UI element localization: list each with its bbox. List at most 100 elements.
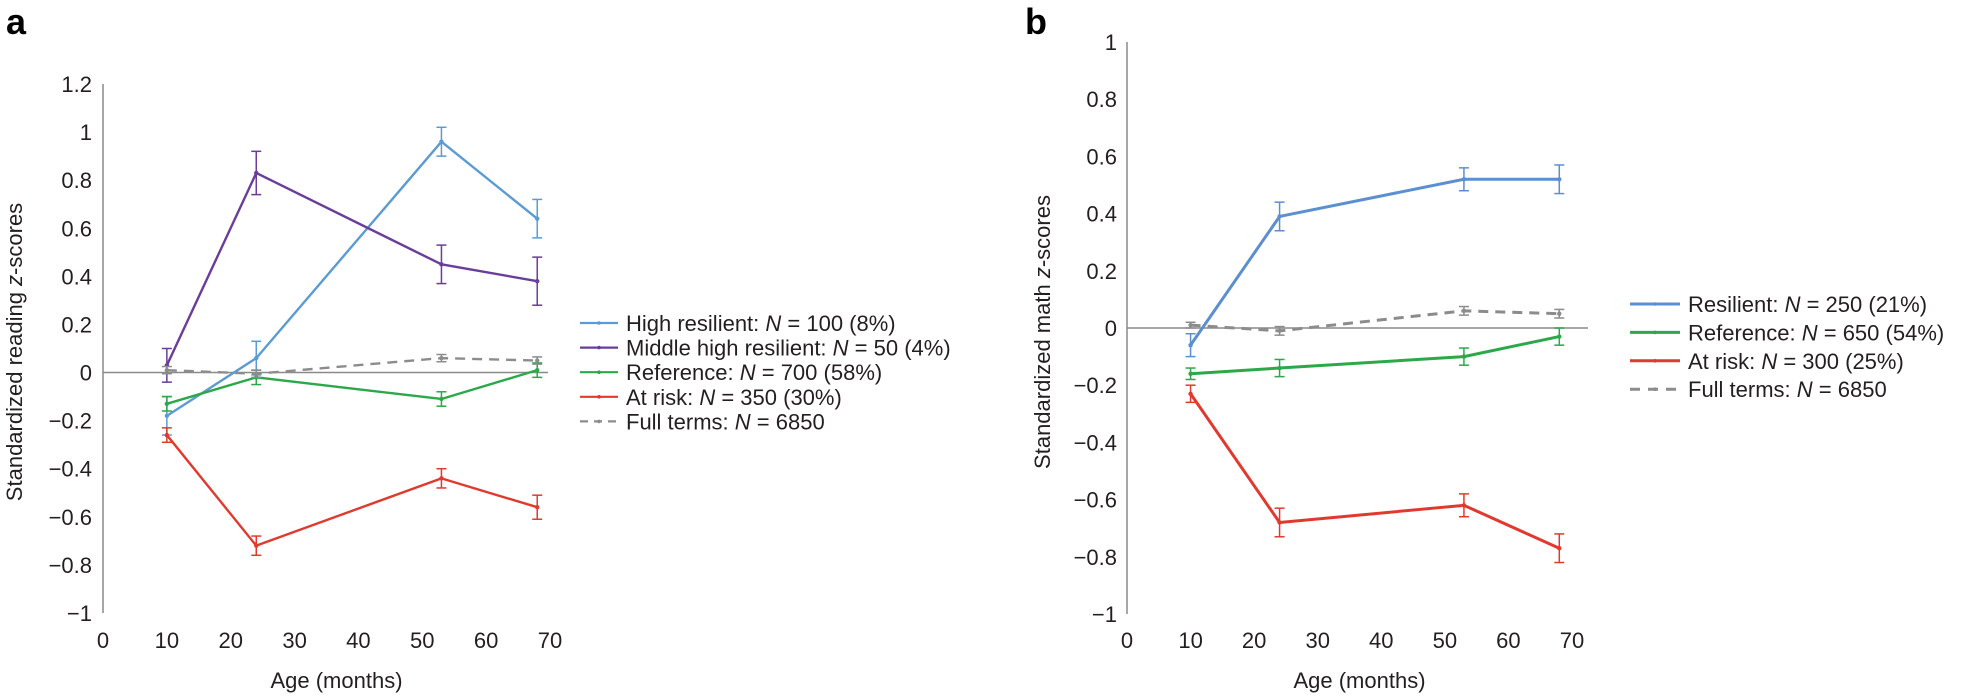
legend-label-count: = 50 (4%) <box>849 336 951 361</box>
y-axis-title-suffix: -scores <box>2 203 27 275</box>
data-point <box>1277 214 1282 219</box>
y-tick-label: −0.4 <box>1074 430 1117 455</box>
data-point <box>439 262 444 267</box>
data-point <box>1461 177 1467 182</box>
y-tick-label: −0.8 <box>1074 545 1117 570</box>
panel-label: b <box>1025 1 1047 42</box>
legend-label-n: N <box>1761 349 1777 374</box>
legend-label: Full terms: N = 6850 <box>1688 377 1887 402</box>
y-axis-title-z: z <box>1030 267 1055 279</box>
legend-label-name: Reference: <box>1688 320 1802 345</box>
y-tick-label: −0.8 <box>49 553 92 578</box>
panel-a-reading: a1.210.80.60.40.20−0.2−0.4−0.6−0.8−10 10 2… <box>2 1 951 693</box>
y-tick-label: 1 <box>1105 30 1117 55</box>
legend-label: Resilient: N = 250 (21%) <box>1688 292 1927 317</box>
legend-label-name: High resilient: <box>626 311 765 336</box>
y-axis-title: Standardized reading z-scores <box>2 203 27 501</box>
y-axis-title-z: z <box>2 275 27 287</box>
legend-label-count: = 100 (8%) <box>781 311 895 336</box>
legend-label-n: N <box>740 360 756 385</box>
x-tick-label: 70 <box>1560 628 1584 653</box>
legend-item: Reference: N = 700 (58%) <box>580 360 882 385</box>
y-tick-label: 0.6 <box>61 216 92 241</box>
legend-item: Resilient: N = 250 (21%) <box>1630 292 1927 317</box>
data-point <box>535 505 540 510</box>
data-point <box>1461 354 1467 359</box>
x-tick-label: 30 <box>1305 628 1329 653</box>
legend-swatch-marker <box>597 370 601 375</box>
legend-swatch-marker <box>597 419 601 424</box>
series-line <box>1189 335 1561 376</box>
legend-label-name: At risk: <box>1688 349 1761 374</box>
data-point <box>164 413 170 419</box>
x-tick-label: 40 <box>1369 628 1393 653</box>
y-tick-label: 0.8 <box>61 168 92 193</box>
x-tick-label: 10 <box>1178 628 1202 653</box>
series-line <box>1189 392 1561 550</box>
series-line <box>165 171 539 367</box>
series-resilient <box>1185 164 1565 358</box>
y-tick-label: 0.4 <box>61 264 92 289</box>
data-point <box>1557 311 1562 316</box>
legend-item: At risk: N = 350 (30%) <box>580 385 842 410</box>
legend-label-n: N <box>735 409 751 434</box>
data-point <box>164 367 170 373</box>
data-point <box>1188 371 1193 376</box>
y-tick-label: −1 <box>67 601 92 626</box>
legend-item: Full terms: N = 6850 <box>1630 377 1887 402</box>
legend-item: Reference: N = 650 (54%) <box>1630 320 1944 345</box>
y-tick-label: 0.2 <box>1086 259 1117 284</box>
series-line <box>165 433 539 547</box>
data-point <box>1461 503 1467 508</box>
panel-label: a <box>6 1 27 42</box>
data-point <box>439 355 444 361</box>
x-tick-label: 0 <box>1121 628 1133 653</box>
data-point <box>1188 342 1193 348</box>
legend-label-count: = 300 (25%) <box>1777 349 1904 374</box>
y-tick-label: 1 <box>80 120 92 145</box>
panel-b-math: b10.80.60.40.20−0.2−0.4−0.6−0.8−10 10 20 30… <box>1025 1 1944 693</box>
data-point <box>1188 322 1193 328</box>
series-full-terms <box>1185 305 1565 336</box>
x-tick-label: 30 <box>282 628 306 653</box>
legend-label: Reference: N = 700 (58%) <box>626 360 882 385</box>
legend-label-count: = 250 (21%) <box>1800 292 1927 317</box>
x-axis-title: Age (months) <box>1293 668 1425 693</box>
y-tick-label: 0.8 <box>1086 87 1117 112</box>
legend-label: Reference: N = 650 (54%) <box>1688 320 1944 345</box>
series-at-risk <box>1185 384 1565 564</box>
legend-label-name: Full terms: <box>1688 377 1797 402</box>
legend-label-n: N <box>1802 320 1818 345</box>
legend-label-count: = 700 (58%) <box>756 360 883 385</box>
y-tick-label: −0.6 <box>1074 488 1117 513</box>
legend-label-name: Resilient: <box>1688 292 1785 317</box>
y-tick-label: −0.4 <box>49 457 92 482</box>
series-line <box>165 368 539 406</box>
legend-swatch-marker <box>597 395 601 399</box>
data-point <box>1188 391 1193 396</box>
series-at-risk <box>161 427 543 557</box>
series-high-resilient <box>161 126 543 436</box>
y-tick-label: −0.6 <box>49 505 92 530</box>
data-point <box>164 432 170 438</box>
legend-swatch-marker <box>597 321 601 325</box>
data-point <box>1277 365 1282 371</box>
legend-item: Full terms: N = 6850 <box>580 409 825 434</box>
data-point <box>1557 177 1562 182</box>
legend-label-count: = 6850 <box>751 409 825 434</box>
legend-label-n: N <box>765 311 781 336</box>
legend-label-name: Full terms: <box>626 409 735 434</box>
y-tick-label: 1.2 <box>61 72 92 97</box>
data-point <box>254 543 259 548</box>
legend-label-n: N <box>1785 292 1801 317</box>
legend-label: Middle high resilient: N = 50 (4%) <box>626 336 951 361</box>
y-tick-label: 0.6 <box>1086 144 1117 169</box>
legend-swatch-marker <box>1653 359 1657 363</box>
data-point <box>439 396 444 402</box>
x-tick-label: 50 <box>1433 628 1457 653</box>
y-tick-label: 0.4 <box>1086 202 1117 227</box>
y-tick-label: −0.2 <box>1074 373 1117 398</box>
legend-label-n: N <box>833 336 849 361</box>
legend-label-count: = 350 (30%) <box>715 385 842 410</box>
